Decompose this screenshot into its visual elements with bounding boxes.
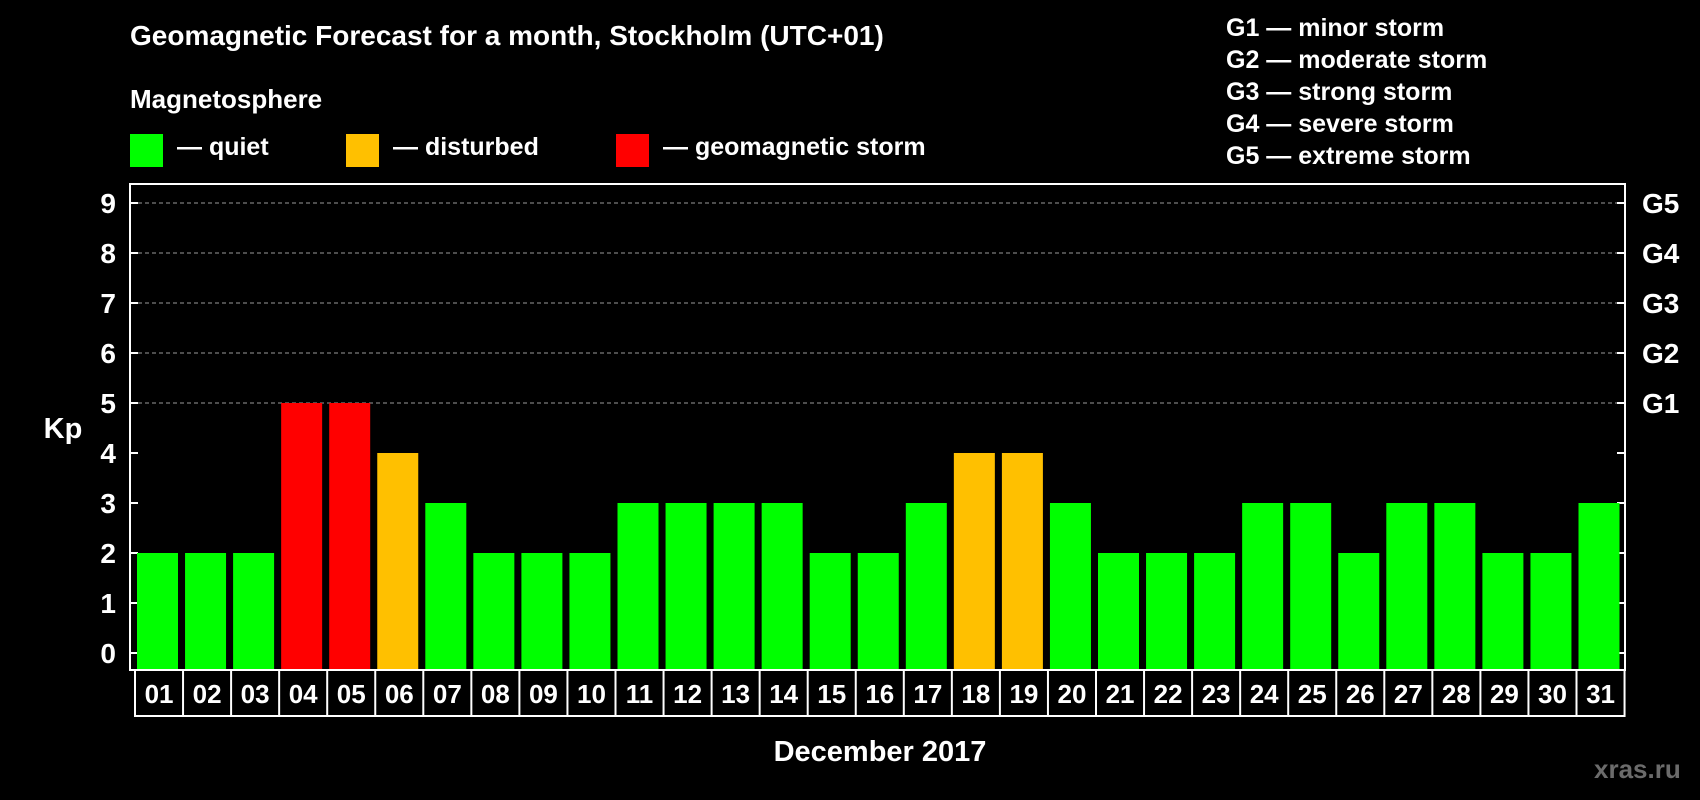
x-tick-label-15: 15: [817, 679, 846, 709]
x-tick-label-09: 09: [529, 679, 558, 709]
bar-16: [857, 553, 899, 669]
right-axis-label-g1: G1: [1642, 388, 1679, 419]
x-tick-label-16: 16: [865, 679, 894, 709]
x-tick-label-27: 27: [1394, 679, 1423, 709]
x-tick-label-22: 22: [1154, 679, 1183, 709]
bar-04: [281, 403, 323, 669]
bar-23: [1194, 553, 1236, 669]
x-tick-label-25: 25: [1298, 679, 1327, 709]
x-tick-label-30: 30: [1538, 679, 1567, 709]
bar-24: [1242, 503, 1284, 669]
legend-label-disturbed: — disturbed: [393, 133, 539, 161]
x-tick-label-19: 19: [1009, 679, 1038, 709]
bar-19: [1001, 453, 1043, 669]
x-tick-label-02: 02: [193, 679, 222, 709]
x-tick-label-17: 17: [913, 679, 942, 709]
right-axis-label-g5: G5: [1642, 188, 1679, 219]
bar-30: [1530, 553, 1572, 669]
y-tick-label-0: 0: [100, 638, 116, 669]
bar-13: [713, 503, 755, 669]
x-axis-label: December 2017: [773, 736, 987, 768]
y-tick-label-2: 2: [100, 538, 116, 569]
x-tick-label-04: 04: [289, 679, 318, 709]
legend-label-storm: — geomagnetic storm: [663, 133, 926, 161]
bar-09: [521, 553, 563, 669]
legend-swatch-disturbed: [346, 134, 379, 167]
right-axis-label-g3: G3: [1642, 288, 1679, 319]
x-tick-label-28: 28: [1442, 679, 1471, 709]
bar-14: [761, 503, 803, 669]
y-tick-label-9: 9: [100, 188, 116, 219]
x-tick-label-12: 12: [673, 679, 702, 709]
x-tick-label-23: 23: [1202, 679, 1231, 709]
x-tick-label-29: 29: [1490, 679, 1519, 709]
bar-05: [329, 403, 371, 669]
bar-01: [137, 553, 178, 669]
y-tick-label-5: 5: [100, 388, 116, 419]
bar-11: [617, 503, 659, 669]
bar-10: [569, 553, 611, 669]
y-tick-label-6: 6: [100, 338, 116, 369]
right-axis-label-g4: G4: [1642, 238, 1680, 269]
x-tick-label-21: 21: [1106, 679, 1135, 709]
y-tick-label-1: 1: [100, 588, 116, 619]
x-tick-label-24: 24: [1250, 679, 1279, 709]
y-tick-label-7: 7: [100, 288, 116, 319]
x-tick-label-07: 07: [433, 679, 462, 709]
bar-25: [1290, 503, 1332, 669]
bar-08: [473, 553, 515, 669]
x-tick-label-26: 26: [1346, 679, 1375, 709]
x-tick-label-05: 05: [337, 679, 366, 709]
x-tick-label-11: 11: [626, 679, 654, 709]
right-axis-label-g2: G2: [1642, 338, 1679, 369]
bar-28: [1434, 503, 1476, 669]
bar-21: [1098, 553, 1139, 669]
bar-31: [1578, 503, 1620, 669]
x-tick-label-14: 14: [769, 679, 798, 709]
bar-15: [809, 553, 851, 669]
storm-scale-legend: G1 — minor storm G2 — moderate storm G3 …: [1226, 12, 1487, 172]
bar-26: [1338, 553, 1380, 669]
storm-scale-g4: G4 — severe storm: [1226, 110, 1454, 138]
legend-label-quiet: — quiet: [177, 133, 269, 161]
storm-scale-g2: G2 — moderate storm: [1226, 46, 1488, 74]
legend-title: Magnetosphere: [130, 84, 323, 114]
bar-27: [1386, 503, 1428, 669]
bar-18: [953, 453, 995, 669]
bar-20: [1049, 503, 1091, 669]
x-tick-label-06: 06: [385, 679, 414, 709]
storm-scale-g5: G5 — extreme storm: [1226, 142, 1471, 170]
legend-swatch-storm: [616, 134, 649, 167]
watermark: xras.ru: [1594, 754, 1681, 784]
bar-12: [665, 503, 707, 669]
y-tick-label-4: 4: [100, 438, 116, 469]
x-tick-label-20: 20: [1058, 679, 1087, 709]
x-tick-label-01: 01: [145, 679, 174, 709]
bar-02: [185, 553, 227, 669]
legend-swatch-quiet: [130, 134, 163, 167]
bar-06: [377, 453, 419, 669]
day-label-frame: [134, 669, 1626, 717]
storm-scale-g3: G3 — strong storm: [1226, 78, 1453, 106]
bar-07: [425, 503, 467, 669]
y-tick-label-8: 8: [100, 238, 116, 269]
x-tick-label-13: 13: [721, 679, 750, 709]
bar-17: [905, 503, 947, 669]
x-tick-label-31: 31: [1586, 679, 1615, 709]
storm-scale-g1: G1 — minor storm: [1226, 14, 1445, 42]
chart-title: Geomagnetic Forecast for a month, Stockh…: [130, 20, 884, 51]
x-tick-label-10: 10: [577, 679, 606, 709]
x-tick-label-03: 03: [241, 679, 270, 709]
bar-03: [233, 553, 275, 669]
bar-29: [1482, 553, 1524, 669]
y-tick-label-3: 3: [100, 488, 116, 519]
bar-22: [1146, 553, 1188, 669]
x-tick-label-08: 08: [481, 679, 510, 709]
y-axis-label: Kp: [44, 413, 83, 445]
x-tick-label-18: 18: [961, 679, 990, 709]
